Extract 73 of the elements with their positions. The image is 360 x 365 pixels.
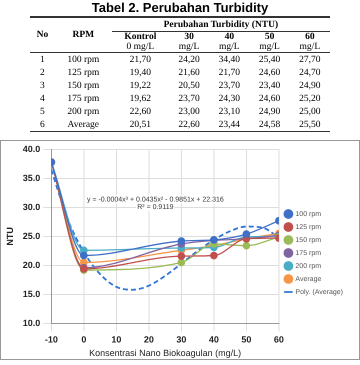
text: 175 rpm [66, 92, 100, 105]
text: Kontrol [123, 32, 158, 42]
y-tick-label: 10.0 [22, 318, 40, 328]
text: 20,50 [177, 80, 201, 92]
text: 21,70 [128, 54, 152, 66]
y-tick-label: 25.0 [22, 230, 40, 241]
text: 24,60 [258, 92, 282, 105]
text: 23,44 [209, 118, 250, 132]
text: 24,20 [177, 54, 201, 66]
chart-title: Tabel 2. Perubahan Turbidity [90, 0, 270, 16]
text: 23,10 [218, 106, 241, 118]
x-tick-label: 0 [81, 334, 86, 344]
text: 24,30 [218, 92, 241, 105]
text: 1 [39, 54, 46, 66]
text: 23,40 [258, 80, 282, 92]
text: mg/L [298, 42, 322, 52]
text: 3 [39, 80, 46, 92]
text: 100 rpm [66, 54, 100, 66]
y-tick-label: 40.0 [22, 144, 40, 154]
text: RPM [54, 17, 112, 52]
text: 24,70 [298, 66, 322, 79]
text: 21,60 [177, 66, 201, 79]
text: 24,90 [258, 106, 282, 118]
text: 25,00 [298, 106, 322, 118]
y-tick-label: 20.0 [22, 260, 40, 270]
text: 22,60 [128, 106, 152, 118]
text: 19,40 [128, 66, 152, 79]
text: 25,40 [258, 54, 282, 66]
text: 30 [183, 32, 195, 42]
text: 23,70 [177, 92, 201, 105]
text: 19,62 [128, 92, 152, 105]
text: 34,40 [218, 54, 241, 66]
text: 20,51 [112, 118, 169, 132]
text: 22,60 [168, 118, 210, 132]
x-tick-label: 30 [176, 334, 186, 344]
x-tick-label: 10 [111, 334, 122, 344]
text: mg/L [218, 42, 241, 52]
text: 24,58 [249, 118, 290, 132]
text: 200 rpm [66, 106, 100, 118]
x-tick-label: 40 [208, 334, 219, 344]
text: 24,60 [258, 66, 282, 79]
y-tick-label: 35.0 [22, 172, 40, 183]
text: 19,22 [128, 80, 152, 92]
y-tick-label: 15.0 [22, 288, 40, 299]
x-tick-label: 50 [241, 334, 252, 344]
text: 40 [224, 32, 236, 42]
text: 21,70 [218, 66, 241, 79]
text: 27,70 [298, 54, 322, 66]
text: mg/L [178, 42, 200, 52]
text: 2 [39, 66, 46, 79]
text: Perubahan Turbidity (NTU) [112, 17, 330, 32]
text: No [30, 17, 55, 52]
text: 4 [39, 92, 46, 105]
x-tick-label: 20 [144, 334, 154, 344]
text: 50 [264, 32, 276, 42]
text: 24,90 [298, 80, 322, 92]
text: 23,70 [218, 80, 241, 92]
text: 25,50 [290, 118, 330, 132]
text: 0 mg/L [126, 42, 156, 52]
y-tick-label: 30.0 [22, 202, 40, 212]
text: 23,00 [177, 106, 201, 118]
text: 25,20 [298, 92, 322, 105]
x-tick-label: 60 [274, 334, 284, 344]
text: 5 [39, 106, 46, 118]
text: Average [54, 118, 112, 132]
text: 150 rpm [66, 80, 100, 92]
text: 60 [304, 32, 316, 42]
x-tick-label: -10 [44, 334, 58, 344]
text: mg/L [258, 42, 281, 52]
x-axis-title: Konsentrasi Nano Biokoagulan (mg/L) [89, 348, 242, 358]
y-axis-title: NTU [4, 227, 15, 246]
text: 125 rpm [66, 66, 100, 79]
text: 6 [30, 118, 55, 132]
